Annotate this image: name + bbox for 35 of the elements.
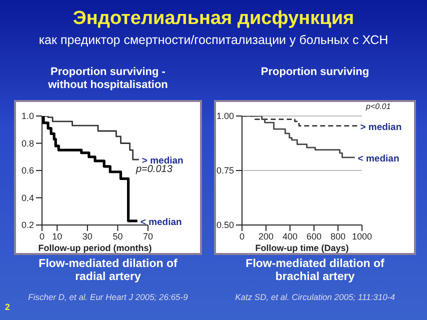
x-tick-label: 70 [142, 231, 154, 242]
y-tick-label: 0.8 [21, 138, 34, 148]
text: Fischer D, et al. Eur Heart J 2005; 26:65-9 [27, 292, 189, 302]
x-tick-label: 0 [239, 231, 245, 242]
x-tick-label: 600 [306, 231, 322, 242]
series-label: < median [358, 153, 400, 164]
x-tick-label: 30 [82, 231, 92, 242]
x-tick-label: 50 [112, 231, 123, 242]
y-tick-label: 0.50 [216, 220, 234, 230]
chart-title: Proportion surviving [260, 66, 370, 79]
x-tick-label: 10 [52, 231, 62, 242]
x-axis-title: Follow-up time (Days) [255, 243, 349, 253]
y-tick-label: 1.00 [216, 111, 234, 122]
x-tick-label: 400 [282, 231, 298, 242]
y-tick-label: 0.2 [21, 220, 34, 230]
annotation: p=0.013 [136, 164, 172, 175]
x-tick-label: 0 [39, 231, 45, 242]
series-label: > median [360, 122, 402, 133]
series-label: < median [140, 216, 182, 228]
x-axis-title: Follow-up period (months) [38, 243, 152, 253]
x-tick-label: 800 [330, 231, 346, 242]
text: p<0.01 [366, 102, 391, 111]
y-tick-label: 0.75 [216, 166, 234, 176]
x-tick-label: 1000 [352, 231, 372, 242]
text: Katz SD, et al. Circulation 2005; 111:310-4 [234, 292, 396, 302]
x-tick-label: 200 [258, 231, 274, 242]
y-tick-label: 0.4 [21, 192, 34, 203]
text: Эндотелиальная дисфункция [72, 8, 356, 30]
text: Flow-mediated dilation of brachial artery [244, 258, 386, 284]
text: Flow-mediated dilation of radial artery [38, 258, 178, 284]
y-tick-label: 0.6 [21, 166, 34, 176]
y-tick-label: 1.0 [21, 111, 34, 122]
text: 2 [5, 302, 10, 312]
text: как предиктор смертности/госпитализации у больных с ХСН [38, 33, 390, 47]
chart-title: Proportion surviving - without hospitalisation [47, 66, 169, 92]
